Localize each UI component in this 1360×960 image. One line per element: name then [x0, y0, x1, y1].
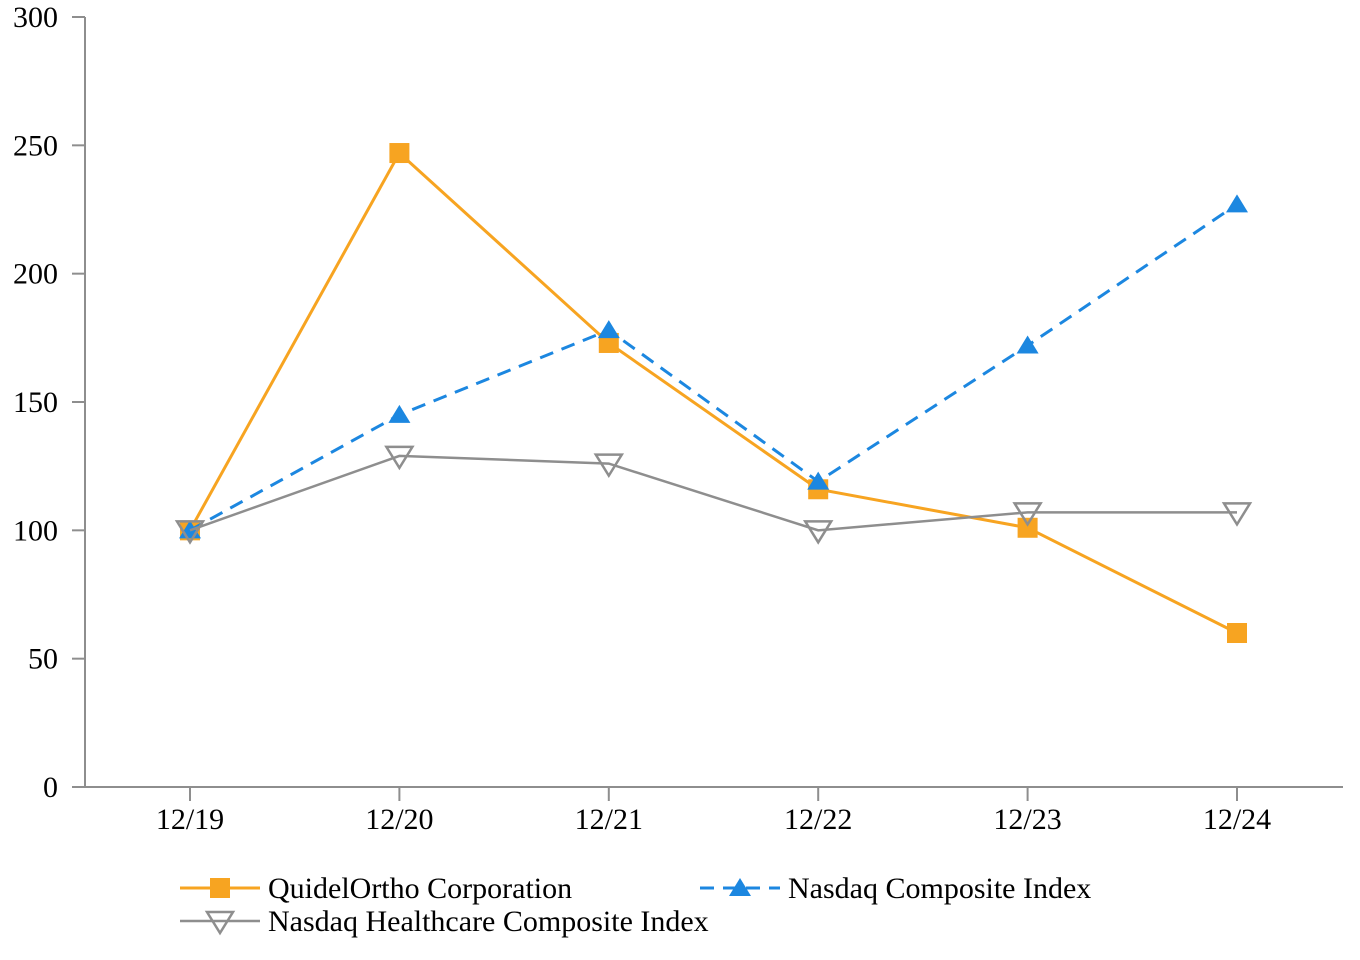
legend-marker-quidelortho-corporation — [210, 878, 230, 898]
y-tick-label: 200 — [13, 258, 58, 291]
legend-marker-nasdaq-composite-index — [729, 878, 751, 896]
series-line-nasdaq-composite-index — [189, 203, 1238, 532]
y-tick-label: 100 — [13, 514, 58, 547]
series-marker-nasdaq-composite-index — [1226, 194, 1248, 213]
legend-label-nasdaq-healthcare-composite-index: Nasdaq Healthcare Composite Index — [268, 905, 709, 938]
series-marker-nasdaq-composite-index — [1016, 335, 1039, 354]
series-marker-nasdaq-healthcare-composite-index — [1221, 502, 1253, 527]
legend-marker-nasdaq-healthcare-composite-index — [204, 910, 236, 936]
legend-label-nasdaq-composite-index: Nasdaq Composite Index — [788, 872, 1091, 905]
series-line-quidelortho-corporation — [188, 150, 1238, 635]
series-marker-nasdaq-healthcare-composite-index — [593, 453, 625, 478]
x-tick-label: 12/24 — [1203, 803, 1271, 836]
series-marker-quidelortho-corporation — [1227, 623, 1247, 643]
y-tick-label: 50 — [28, 643, 58, 676]
series-marker-nasdaq-healthcare-composite-index — [802, 520, 834, 545]
y-tick-label: 300 — [13, 1, 58, 34]
series-marker-nasdaq-healthcare-composite-index — [1012, 502, 1043, 527]
x-tick-label: 12/20 — [365, 803, 433, 836]
y-tick-label: 250 — [13, 129, 58, 162]
legend-label-quidelortho-corporation: QuidelOrtho Corporation — [268, 872, 572, 905]
series-marker-nasdaq-healthcare-composite-index — [174, 520, 206, 545]
series-marker-quidelortho-corporation — [389, 143, 410, 164]
y-tick-label: 150 — [13, 386, 58, 419]
series-marker-nasdaq-healthcare-composite-index — [384, 445, 415, 471]
series-marker-nasdaq-composite-index — [807, 471, 830, 490]
series-marker-nasdaq-composite-index — [388, 404, 411, 423]
x-tick-label: 12/19 — [156, 803, 224, 836]
y-tick-label: 0 — [43, 771, 58, 804]
x-tick-label: 12/23 — [993, 803, 1061, 836]
series-marker-nasdaq-composite-index — [597, 320, 620, 339]
x-tick-label: 12/21 — [575, 803, 643, 836]
x-tick-label: 12/22 — [784, 803, 852, 836]
series-line-nasdaq-healthcare-composite-index — [189, 454, 1237, 532]
series-marker-quidelortho-corporation — [1017, 517, 1038, 538]
